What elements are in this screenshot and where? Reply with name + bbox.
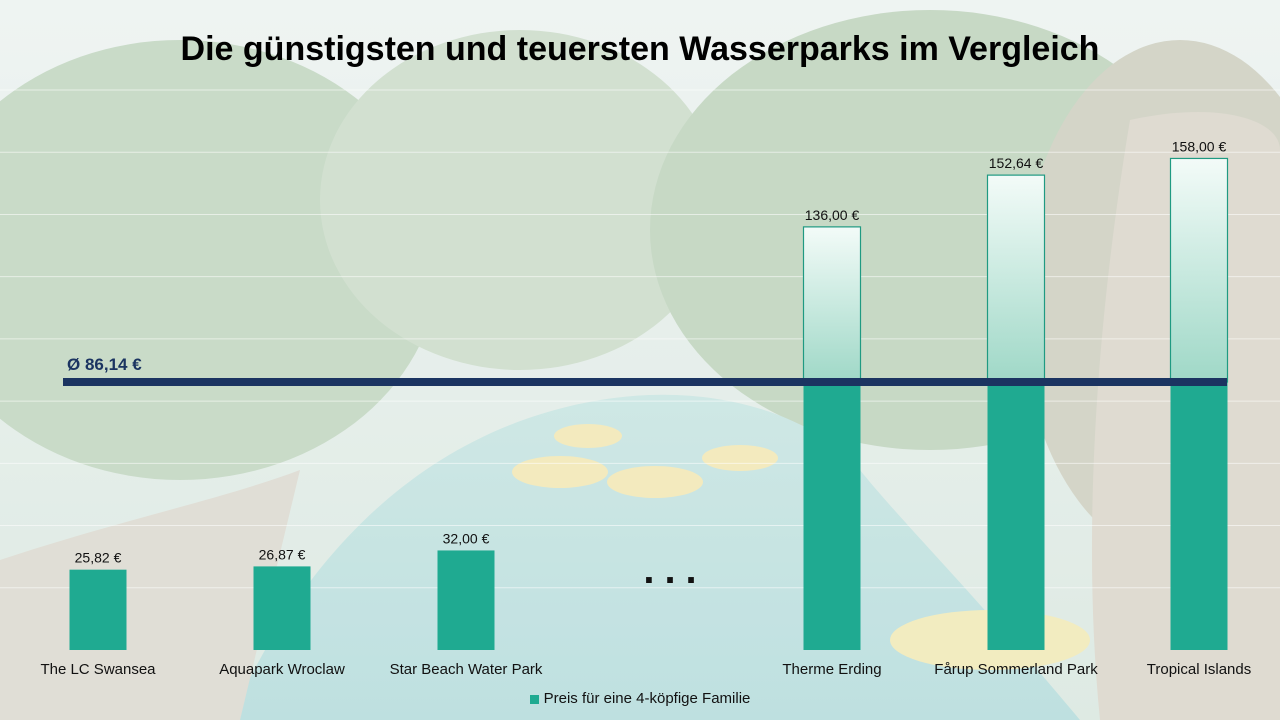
gridlines [0, 89, 1280, 589]
category-label: Star Beach Water Park [390, 661, 543, 678]
data-label: 26,87 € [259, 546, 306, 562]
legend-label: Preis für eine 4-köpfige Familie [543, 690, 751, 707]
data-label: 152,64 € [989, 155, 1044, 171]
data-labels: 25,82 € 26,87 € 32,00 € 136,00 € 152,64 € 158… [75, 138, 1227, 565]
average-line-group: Ø 86,14 € [63, 355, 1227, 387]
bar [1170, 382, 1228, 650]
category-label: Fårup Sommerland Park [934, 661, 1098, 678]
bar [803, 382, 861, 650]
category-label: Therme Erding [782, 661, 881, 678]
legend-swatch [529, 694, 539, 704]
category-label: Aquapark Wroclaw [219, 661, 345, 678]
bar [69, 569, 127, 650]
data-label: 25,82 € [75, 550, 122, 566]
bar-above-average [802, 226, 862, 383]
bar [437, 550, 495, 650]
category-labels: The LC Swansea Aquapark Wroclaw Star Beach… [40, 661, 1251, 678]
bars [69, 157, 1229, 650]
bar-above-average [1169, 157, 1229, 383]
chart-title: Die günstigsten und teuersten Wasserpark… [180, 30, 1100, 68]
category-label: Tropical Islands [1147, 661, 1252, 678]
average-label: Ø 86,14 € [67, 355, 142, 374]
bar [253, 566, 311, 650]
data-label: 136,00 € [805, 207, 860, 223]
bar [987, 382, 1045, 650]
ellipsis-separator: ... [643, 548, 707, 592]
category-label: The LC Swansea [40, 661, 156, 678]
data-label: 158,00 € [1172, 138, 1227, 154]
legend: Preis für eine 4-köpfige Familie [0, 690, 1280, 707]
bar-above-average [986, 174, 1046, 383]
data-label: 32,00 € [443, 530, 490, 546]
